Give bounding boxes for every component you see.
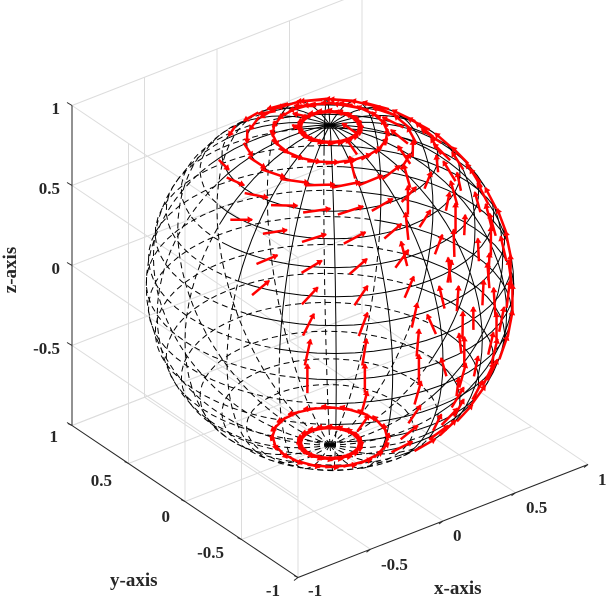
z-tick-neg0.5: -0.5: [33, 339, 60, 358]
y-tick-0.5: 0.5: [91, 471, 112, 490]
z-axis-label: z-axis: [0, 247, 21, 293]
x-tick-0.5: 0.5: [526, 498, 547, 517]
z-tick-1: 1: [52, 99, 61, 118]
x-tick-neg1: -1: [308, 581, 322, 597]
x-axis-label: x-axis: [434, 578, 482, 597]
x-tick-0: 0: [453, 526, 462, 545]
x-tick-neg0.5: -0.5: [381, 555, 408, 574]
axes-lines: [66, 102, 589, 581]
y-tick-neg0.5: -0.5: [197, 543, 224, 562]
x-tick-1: 1: [598, 470, 607, 489]
y-tick-1: 1: [50, 427, 59, 446]
z-tick-0: 0: [52, 259, 61, 278]
vector-field-arrows: [217, 95, 516, 471]
y-tick-0: 0: [162, 507, 171, 526]
y-tick-neg1: -1: [266, 581, 280, 597]
z-tick-0.5: 0.5: [39, 179, 60, 198]
y-axis-label: y-axis: [110, 570, 158, 591]
